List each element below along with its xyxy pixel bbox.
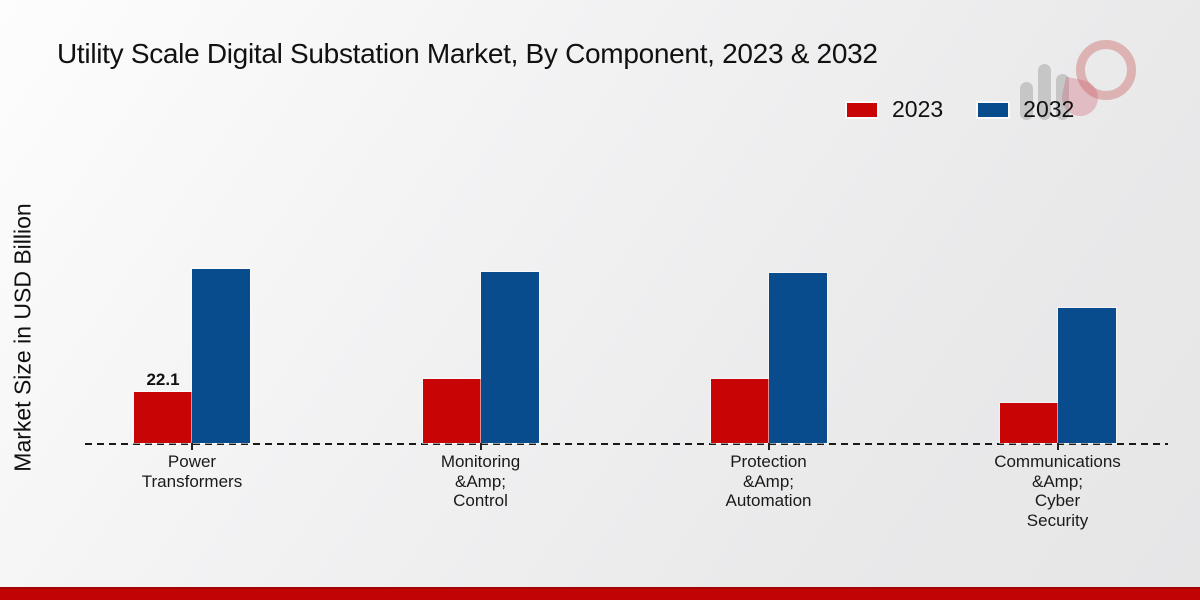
watermark-bar-icon (1056, 74, 1069, 120)
watermark-bar-icon (1020, 82, 1033, 120)
watermark-ring-icon (1076, 40, 1136, 100)
brand-logo-watermark-icon (1018, 40, 1148, 142)
legend-swatch-2023 (845, 100, 879, 119)
bar-value-label: 22.1 (146, 370, 180, 389)
bar-2032-2 (479, 271, 540, 444)
x-axis-tick (479, 443, 482, 450)
bar-2023-3 (709, 378, 770, 444)
chart-title: Utility Scale Digital Substation Market,… (57, 38, 878, 69)
bar-2023-4 (998, 402, 1059, 444)
legend-label-2023: 2023 (892, 96, 944, 122)
legend-swatch-2032 (976, 100, 1011, 119)
footer-accent-bar (0, 587, 1200, 600)
bar-2032-1 (191, 268, 251, 444)
y-axis-label: Market Size in USD Billion (9, 203, 36, 472)
watermark-bar-icon (1038, 64, 1051, 120)
bar-2023-2 (421, 378, 482, 444)
category-label: Communications &Amp; Cyber Security (994, 452, 1121, 530)
x-axis-dashed-baseline (85, 443, 1168, 445)
category-label: Power Transformers (141, 452, 243, 491)
x-axis-tick (1056, 443, 1059, 450)
legend: 2023 2032 (845, 96, 1074, 123)
category-label: Monitoring &Amp; Control (440, 452, 521, 510)
bar-2032-4 (1056, 307, 1117, 444)
category-label: Protection &Amp; Automation (725, 452, 812, 510)
legend-label-2032: 2032 (1023, 96, 1075, 122)
x-axis-tick (767, 443, 770, 450)
bar-2032-3 (767, 271, 828, 444)
bar-2023-1 (133, 391, 193, 444)
x-axis-tick (191, 443, 193, 450)
